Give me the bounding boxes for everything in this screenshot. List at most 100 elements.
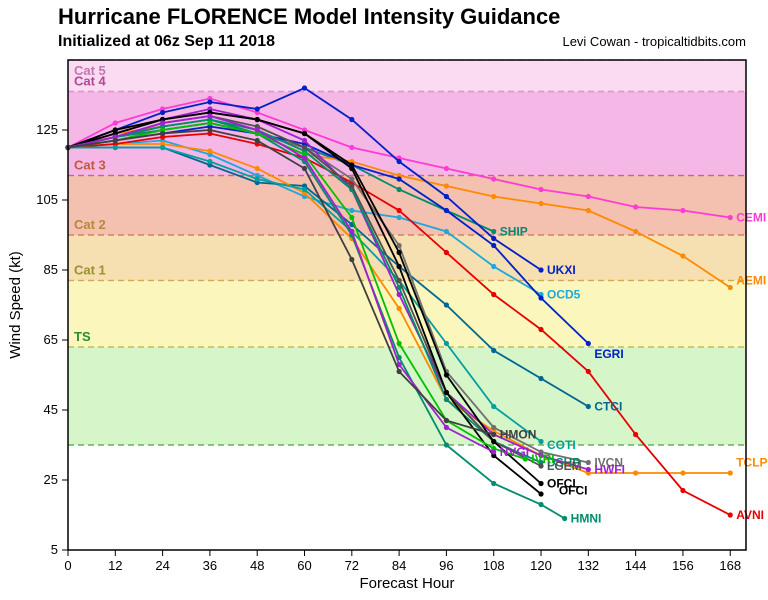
series-marker	[302, 166, 307, 171]
series-label-IVRI: IVRI	[531, 452, 554, 466]
ytick-label: 125	[36, 122, 58, 137]
series-marker	[538, 376, 543, 381]
series-marker	[302, 85, 307, 90]
series-marker	[491, 425, 496, 430]
series-marker	[397, 306, 402, 311]
xtick-label: 144	[625, 558, 647, 573]
cat-label: Cat 3	[74, 158, 106, 173]
series-marker	[349, 145, 354, 150]
series-marker	[633, 470, 638, 475]
series-marker	[491, 404, 496, 409]
chart-title: Hurricane FLORENCE Model Intensity Guida…	[58, 4, 560, 29]
series-marker	[255, 127, 260, 132]
series-marker	[444, 229, 449, 234]
series-marker	[491, 176, 496, 181]
series-marker	[586, 208, 591, 213]
ytick-label: 85	[44, 262, 58, 277]
xtick-label: 72	[345, 558, 359, 573]
series-marker	[491, 236, 496, 241]
xtick-label: 48	[250, 558, 264, 573]
series-marker	[113, 120, 118, 125]
series-marker	[207, 99, 212, 104]
series-marker	[444, 372, 449, 377]
series-marker	[444, 166, 449, 171]
series-label-HMNI: HMNI	[571, 512, 602, 526]
series-marker	[160, 131, 165, 136]
series-marker	[349, 183, 354, 188]
xtick-label: 132	[577, 558, 599, 573]
series-label-CEMI: CEMI	[736, 211, 766, 225]
series-marker	[160, 120, 165, 125]
series-marker	[491, 243, 496, 248]
series-marker	[491, 264, 496, 269]
cat-label: Cat 5	[74, 63, 106, 78]
series-marker	[397, 250, 402, 255]
series-marker	[302, 187, 307, 192]
series-marker	[491, 439, 496, 444]
ytick-label: 45	[44, 402, 58, 417]
series-marker	[586, 194, 591, 199]
cat-band-cat5	[68, 60, 746, 92]
series-label-SHIP: SHIP	[500, 225, 528, 239]
series-marker	[444, 418, 449, 423]
series-marker	[397, 278, 402, 283]
series-marker	[255, 176, 260, 181]
series-marker	[349, 229, 354, 234]
series-marker	[397, 264, 402, 269]
series-label-AVNI: AVNI	[736, 508, 764, 522]
series-marker	[491, 292, 496, 297]
cat-label: Cat 2	[74, 217, 106, 232]
y-axis-label: Wind Speed (kt)	[7, 251, 24, 359]
series-marker	[397, 341, 402, 346]
series-marker	[207, 127, 212, 132]
series-marker	[349, 117, 354, 122]
series-label-HMON: HMON	[500, 428, 537, 442]
cat-label: Cat 1	[74, 263, 106, 278]
series-label-TCLP: TCLP	[736, 456, 767, 470]
series-marker	[538, 491, 543, 496]
series-marker	[444, 194, 449, 199]
series-marker	[680, 470, 685, 475]
xtick-label: 156	[672, 558, 694, 573]
xtick-label: 36	[203, 558, 217, 573]
series-marker	[349, 208, 354, 213]
series-marker	[444, 341, 449, 346]
series-label-AEMI: AEMI	[736, 274, 766, 288]
series-marker	[349, 257, 354, 262]
xtick-label: 60	[297, 558, 311, 573]
series-marker	[444, 390, 449, 395]
series-marker	[302, 145, 307, 150]
intensity-chart: TSCat 1Cat 2Cat 3Cat 4Cat 5SHIPCEMIAEMIU…	[0, 0, 768, 600]
series-label-UKXI: UKXI	[547, 263, 576, 277]
series-marker	[349, 166, 354, 171]
series-marker	[586, 341, 591, 346]
series-marker	[255, 166, 260, 171]
series-marker	[444, 397, 449, 402]
ytick-label: 65	[44, 332, 58, 347]
series-marker	[160, 145, 165, 150]
ytick-label: 5	[51, 542, 58, 557]
series-marker	[255, 138, 260, 143]
series-marker	[728, 285, 733, 290]
xtick-label: 168	[719, 558, 741, 573]
ytick-label: 105	[36, 192, 58, 207]
series-marker	[255, 117, 260, 122]
series-label-EGRI: EGRI	[594, 347, 623, 361]
series-marker	[586, 467, 591, 472]
series-marker	[207, 148, 212, 153]
series-label-CTCI: CTCI	[594, 400, 622, 414]
series-marker	[633, 229, 638, 234]
xtick-label: 24	[155, 558, 169, 573]
x-axis-label: Forecast Hour	[359, 575, 454, 592]
series-marker	[633, 204, 638, 209]
series-marker	[491, 229, 496, 234]
cat-band-ts	[68, 347, 746, 445]
series-marker	[255, 106, 260, 111]
series-marker	[728, 215, 733, 220]
series-marker	[491, 348, 496, 353]
series-marker	[633, 432, 638, 437]
series-marker	[444, 302, 449, 307]
series-marker	[397, 215, 402, 220]
series-marker	[538, 201, 543, 206]
xtick-label: 120	[530, 558, 552, 573]
